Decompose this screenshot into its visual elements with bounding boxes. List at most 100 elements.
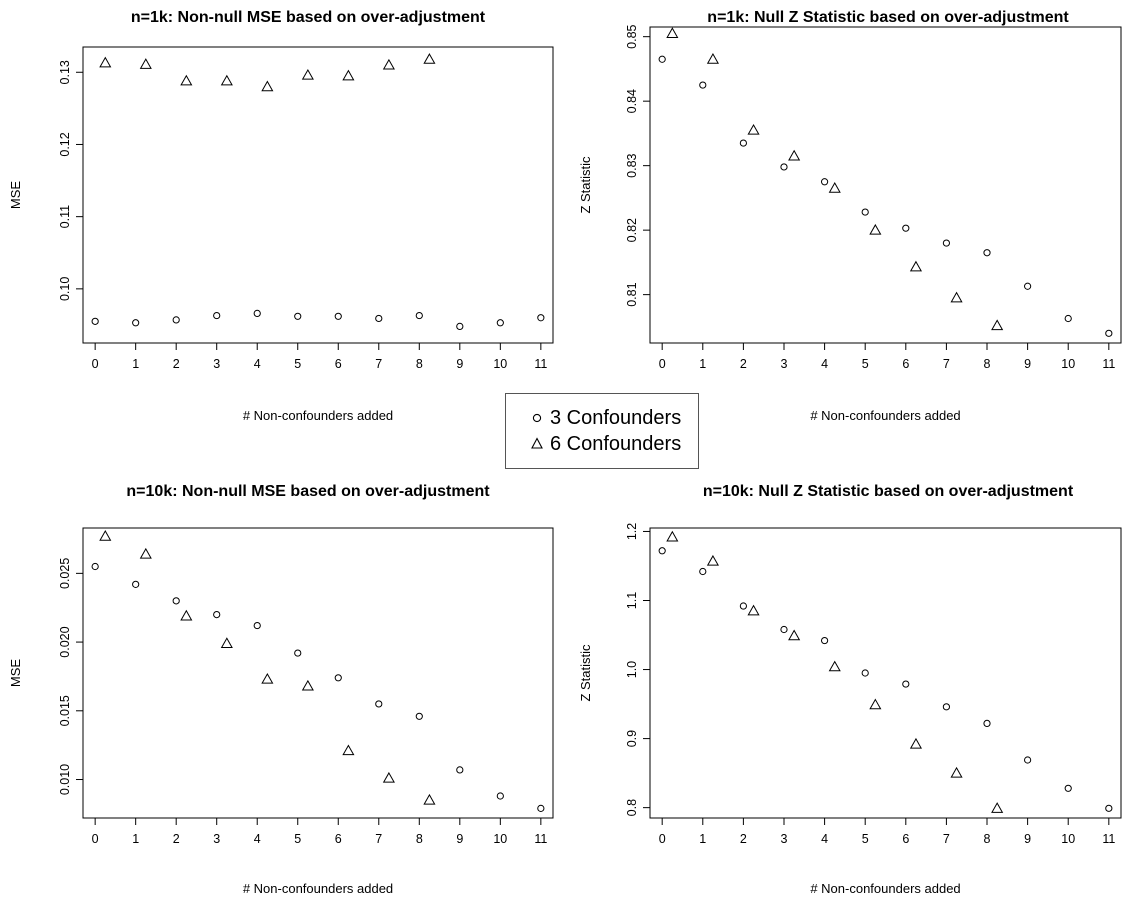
x-tick-label: 10 [1061, 832, 1075, 846]
point-6-confounders [261, 672, 274, 684]
point-6-confounders [342, 744, 355, 756]
x-tick-label: 7 [943, 832, 950, 846]
point-6-confounders [423, 793, 436, 805]
x-tick-label: 2 [740, 357, 747, 371]
x-tick-label: 1 [699, 357, 706, 371]
point-3-confounders [91, 562, 99, 571]
point-6-confounders [706, 554, 719, 566]
x-tick-label: 0 [659, 357, 666, 371]
point-3-confounders [132, 580, 140, 588]
point-3-confounders [1064, 784, 1072, 792]
y-tick-label: 0.9 [625, 730, 639, 747]
x-tick-label: 1 [132, 357, 139, 371]
point-6-confounders [666, 27, 679, 38]
y-tick-label: 0.12 [58, 132, 72, 156]
chart-title: n=1k: Non-null MSE based on over-adjustm… [131, 9, 486, 26]
point-3-confounders [1105, 329, 1113, 337]
x-tick-label: 8 [984, 357, 991, 371]
point-6-confounders [991, 802, 1004, 813]
y-axis-label: MSE [8, 181, 23, 210]
y-tick-label: 0.010 [58, 764, 72, 795]
y-tick-label: 0.11 [58, 205, 72, 228]
point-6-confounders [747, 123, 760, 135]
chart-title: n=10k: Null Z Statistic based on over-ad… [703, 483, 1074, 500]
point-6-confounders [828, 182, 841, 193]
x-tick-label: 0 [92, 357, 99, 371]
y-tick-label: 0.84 [625, 89, 639, 113]
x-tick-label: 0 [92, 832, 99, 846]
point-3-confounders [1064, 314, 1072, 323]
y-tick-label: 0.81 [625, 282, 639, 306]
point-6-confounders [828, 660, 841, 672]
point-6-confounders [991, 319, 1004, 331]
y-tick-label: 0.8 [625, 799, 639, 816]
triangle-marker-icon [531, 437, 543, 449]
point-3-confounders [172, 597, 180, 605]
point-6-confounders [382, 771, 395, 783]
point-6-confounders [99, 530, 112, 541]
circle-marker-icon [532, 413, 542, 423]
chart-title: n=10k: Non-null MSE based on over-adjust… [126, 483, 490, 500]
point-6-confounders [950, 291, 963, 303]
y-tick-label: 1.1 [625, 592, 639, 609]
x-tick-label: 8 [416, 832, 423, 846]
plot-frame [82, 527, 554, 819]
plot-frame [649, 527, 1122, 819]
legend: 3 Confounders 6 Confounders [505, 393, 699, 469]
panel-1: n=1k: Non-null MSE based on over-adjustm… [8, 9, 554, 423]
legend-label: 3 Confounders [550, 406, 682, 429]
point-3-confounders [820, 636, 829, 645]
point-6-confounders [788, 629, 801, 641]
x-axis-label: # Non-confounders added [810, 881, 960, 896]
plot-frame [82, 46, 554, 344]
panel-3: n=10k: Non-null MSE based on over-adjust… [8, 483, 554, 896]
point-3-confounders [294, 649, 302, 657]
x-tick-label: 1 [699, 832, 706, 846]
point-3-confounders [253, 621, 261, 630]
point-3-confounders [983, 719, 991, 728]
point-3-confounders [780, 163, 788, 171]
y-axis-label: MSE [8, 659, 23, 688]
point-3-confounders [213, 311, 221, 320]
x-tick-label: 6 [335, 832, 342, 846]
x-tick-label: 3 [213, 357, 220, 371]
x-axis-label: # Non-confounders added [243, 881, 393, 896]
point-3-confounders [496, 792, 504, 800]
x-tick-label: 0 [659, 832, 666, 846]
point-3-confounders [699, 567, 707, 576]
x-tick-label: 11 [1102, 832, 1115, 846]
point-3-confounders [658, 55, 666, 63]
point-6-confounders [99, 56, 112, 68]
point-3-confounders [780, 625, 788, 634]
point-6-confounders [301, 679, 314, 691]
y-axis-label: Z Statistic [578, 644, 593, 702]
y-tick-label: 0.13 [58, 60, 72, 84]
x-tick-label: 3 [213, 832, 220, 846]
x-tick-label: 11 [534, 357, 547, 371]
x-tick-label: 7 [375, 832, 382, 846]
point-3-confounders [334, 312, 342, 320]
x-tick-label: 11 [534, 832, 547, 846]
point-3-confounders [902, 224, 910, 232]
point-6-confounders [869, 223, 882, 235]
point-3-confounders [942, 239, 951, 247]
y-tick-label: 0.82 [625, 218, 639, 242]
x-tick-label: 4 [821, 832, 828, 846]
point-3-confounders [699, 81, 707, 89]
point-3-confounders [537, 314, 545, 322]
point-3-confounders [132, 319, 140, 327]
point-6-confounders [139, 58, 152, 69]
x-tick-label: 1 [132, 832, 139, 846]
x-tick-label: 9 [1024, 832, 1031, 846]
point-6-confounders [909, 737, 923, 749]
point-6-confounders [301, 68, 314, 80]
x-tick-label: 7 [375, 357, 382, 371]
x-tick-label: 5 [862, 357, 869, 371]
x-tick-label: 2 [173, 357, 180, 371]
panel-2: n=1k: Null Z Statistic based on over-adj… [578, 9, 1122, 423]
y-tick-label: 0.85 [625, 24, 639, 48]
x-tick-label: 5 [294, 357, 301, 371]
x-tick-label: 9 [1024, 357, 1031, 371]
point-6-confounders [423, 53, 436, 64]
